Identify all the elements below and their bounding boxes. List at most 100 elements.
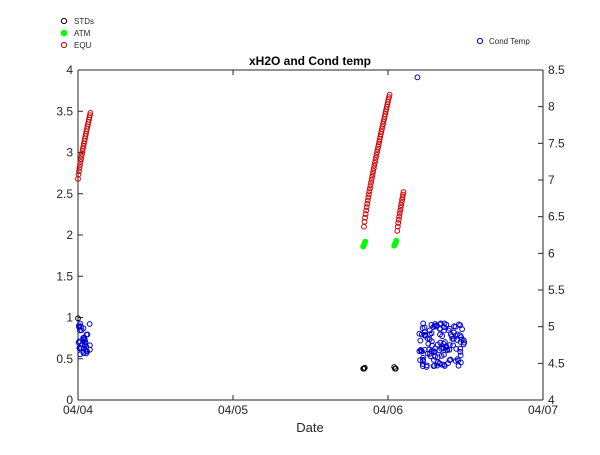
data-point-equ <box>75 171 82 178</box>
data-point-cond-temp <box>414 74 421 81</box>
data-point-cond-temp <box>451 323 457 330</box>
data-point-equ <box>365 194 372 201</box>
data-point-cond-temp <box>86 321 93 327</box>
data-point-equ <box>394 223 401 230</box>
x-axis-label: Date <box>296 420 323 435</box>
data-point-cond-temp <box>83 331 90 338</box>
data-point-cond-temp <box>453 337 460 343</box>
legend-label-stds: STDs <box>74 17 94 26</box>
data-point-equ <box>397 205 404 211</box>
data-point-atm <box>393 237 400 244</box>
x-tick-label: 04/04 <box>63 403 93 417</box>
data-point-cond-temp <box>450 342 456 349</box>
data-point-equ <box>87 112 93 119</box>
data-point-stds <box>361 364 368 371</box>
data-point-cond-temp <box>439 344 446 351</box>
data-point-equ <box>79 150 85 157</box>
data-point-cond-temp <box>431 349 438 356</box>
legend-left: STDs ATM EQU <box>60 17 94 50</box>
data-point-cond-temp <box>80 336 87 343</box>
data-point-cond-temp <box>457 348 464 355</box>
data-point-equ <box>396 210 403 217</box>
data-point-cond-temp <box>419 363 426 369</box>
data-point-stds <box>392 365 399 372</box>
data-point-equ <box>395 216 402 223</box>
data-point-equ <box>368 176 375 183</box>
data-point-equ <box>372 157 379 164</box>
data-point-equ <box>369 173 376 180</box>
data-point-cond-temp <box>440 340 447 347</box>
data-point-cond-temp <box>431 357 437 363</box>
data-point-equ <box>377 133 384 140</box>
data-point-equ <box>77 159 84 166</box>
data-point-equ <box>79 148 86 155</box>
left-y-tick-label: 3.5 <box>56 104 73 118</box>
data-point-equ <box>375 141 382 148</box>
data-point-cond-temp <box>78 345 85 352</box>
data-point-equ <box>77 162 83 168</box>
right-y-tick-label: 6.5 <box>548 210 565 224</box>
data-point-equ <box>87 110 94 116</box>
data-point-cond-temp <box>419 361 426 367</box>
data-point-equ <box>366 188 373 195</box>
data-point-equ <box>399 196 405 203</box>
right-y-tick-label: 5.5 <box>548 283 565 297</box>
data-point-equ <box>386 94 392 101</box>
data-point-cond-temp <box>427 353 434 360</box>
legend-marker-stds <box>60 17 68 25</box>
data-point-cond-temp <box>84 348 91 355</box>
data-point-cond-temp <box>457 352 464 359</box>
data-point-cond-temp <box>437 326 443 332</box>
legend-marker-cond-temp <box>476 37 484 45</box>
data-point-cond-temp <box>86 342 93 349</box>
data-point-equ <box>367 185 373 192</box>
data-point-equ <box>375 144 382 150</box>
data-point-cond-temp <box>446 357 453 364</box>
left-y-tick-label: 4 <box>66 63 73 77</box>
data-point-equ <box>374 149 380 156</box>
data-point-equ <box>386 91 393 98</box>
data-point-equ <box>370 168 377 175</box>
data-point-cond-temp <box>460 337 467 344</box>
data-point-atm <box>362 238 369 245</box>
right-y-tick-label: 4.5 <box>548 356 565 370</box>
data-point-cond-temp <box>434 354 441 361</box>
data-point-cond-temp <box>453 345 460 352</box>
data-point-equ <box>362 214 368 221</box>
data-point-cond-temp <box>455 362 462 369</box>
data-point-cond-temp <box>454 356 461 363</box>
data-point-cond-temp <box>428 338 435 345</box>
data-point-cond-temp <box>423 364 430 370</box>
data-point-equ <box>76 168 82 175</box>
data-point-cond-temp <box>421 324 428 331</box>
legend-marker-equ <box>60 41 68 49</box>
data-point-equ <box>367 182 374 189</box>
data-point-equ <box>376 136 383 143</box>
x-tick-label: 04/06 <box>373 403 403 417</box>
data-point-equ <box>362 211 369 217</box>
data-point-equ <box>361 218 368 225</box>
data-point-cond-temp <box>438 345 445 352</box>
data-point-equ <box>363 204 370 211</box>
left-y-tick-label: 0 <box>66 393 73 407</box>
data-point-equ <box>373 151 380 158</box>
data-point-cond-temp <box>416 330 423 337</box>
ticks: 0 0.5 1 1.5 2 2.5 3 3.5 4 4 4.5 5 5.5 6 6.5 7 7.5 8 8.5 04/… <box>56 63 565 417</box>
data-point-cond-temp <box>454 331 461 338</box>
right-y-tick-label: 8.5 <box>548 63 565 77</box>
data-point-equ <box>78 153 85 160</box>
data-point-cond-temp <box>443 321 450 328</box>
data-point-equ <box>376 138 383 145</box>
data-point-stds <box>75 315 81 322</box>
left-y-tick-label: 1 <box>66 311 73 325</box>
data-point-cond-temp <box>432 321 439 327</box>
data-point-cond-temp <box>445 327 452 334</box>
data-point-equ <box>396 213 403 220</box>
data-point-equ <box>398 202 405 209</box>
data-point-cond-temp <box>432 345 438 352</box>
right-y-tick-label: 7.5 <box>548 136 565 150</box>
left-y-tick-label: 2 <box>66 228 73 242</box>
data-point-equ <box>76 165 83 171</box>
data-point-cond-temp <box>457 345 464 352</box>
